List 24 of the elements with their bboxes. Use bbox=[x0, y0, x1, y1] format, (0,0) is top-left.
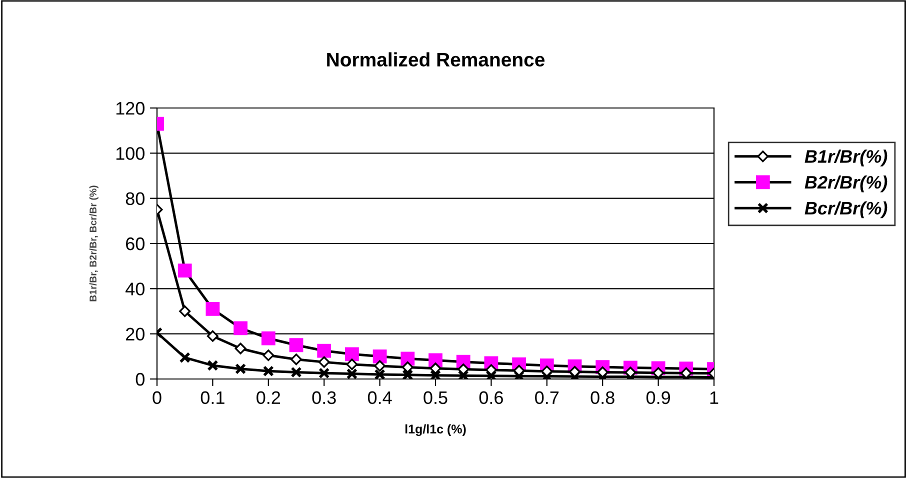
y-tick-label: 20 bbox=[126, 328, 144, 341]
x-tick-label: 0.6 bbox=[479, 391, 503, 404]
x-tick-label: 0.5 bbox=[424, 391, 448, 404]
x-tick-label: 0.2 bbox=[256, 391, 280, 404]
x-tick-label: 0.8 bbox=[590, 391, 614, 404]
y-tick-label: 80 bbox=[126, 192, 144, 206]
legend-label: B2r/Br(%) bbox=[804, 175, 888, 192]
y-tick-label: 0 bbox=[136, 372, 144, 386]
legend-label: B1r/Br(%) bbox=[804, 150, 888, 166]
x-tick-label: 1 bbox=[710, 391, 718, 404]
y-tick-label: 40 bbox=[126, 282, 144, 296]
x-tick-label: 0.1 bbox=[200, 391, 224, 404]
x-tick-label: 0.4 bbox=[368, 391, 392, 404]
x-tick-label: 0 bbox=[152, 391, 162, 404]
x-tick-label: 0.9 bbox=[646, 391, 670, 404]
legend-label: Bcr/Br(%) bbox=[804, 201, 888, 218]
y-tick-label: 60 bbox=[126, 237, 144, 250]
y-axis-title: B1r/Br, B2r/Br, Bcr/Br (%) bbox=[89, 186, 98, 302]
x-axis-title: l1g/l1c (%) bbox=[405, 424, 466, 436]
y-tick-label: 120 bbox=[116, 102, 144, 115]
x-tick-label: 0.3 bbox=[312, 391, 336, 404]
x-tick-label: 0.7 bbox=[535, 391, 559, 404]
chart-title: Normalized Remanence bbox=[327, 52, 545, 67]
y-tick-label: 100 bbox=[116, 147, 144, 160]
